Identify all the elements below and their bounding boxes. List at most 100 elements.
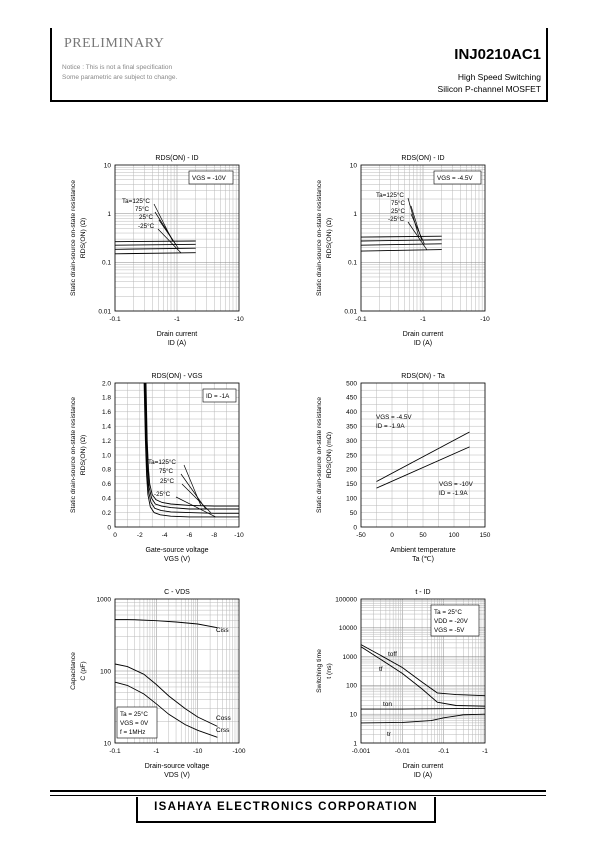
leader-line bbox=[158, 219, 179, 249]
condition-text: Ta = 25°C bbox=[434, 608, 462, 616]
x-tick-label: 100 bbox=[449, 532, 460, 539]
chart-rds-vgs: RDS(ON) - VGS 0 -2 -4 -6 -8 -10 0 0.2 0.4 0.6 0.8 1.… bbox=[70, 373, 244, 563]
series-line-1 bbox=[114, 243, 196, 246]
y-tick-label: 10 bbox=[104, 740, 112, 747]
y-tick-label: 100 bbox=[100, 668, 111, 675]
y-tick-label: 10 bbox=[350, 162, 358, 169]
status-label: PRELIMINARY bbox=[64, 36, 165, 51]
y-tick-label: 1.0 bbox=[102, 452, 111, 459]
y-tick-label: 1 bbox=[353, 211, 357, 218]
temperature-label: -25°C bbox=[138, 222, 155, 230]
series-line-1 bbox=[144, 382, 239, 510]
x-tick-label: -10 bbox=[480, 316, 490, 323]
x-axis-unit: VGS (V) bbox=[164, 556, 190, 563]
series-line-2 bbox=[144, 382, 239, 514]
temperature-label: -25°C bbox=[154, 490, 171, 498]
condition-box bbox=[430, 604, 480, 637]
x-tick-label: -50 bbox=[356, 532, 366, 539]
series-label: tf bbox=[379, 666, 383, 673]
temperature-label: Ta=125°C bbox=[148, 458, 176, 466]
x-axis-unit: Ta (℃) bbox=[412, 556, 434, 563]
x-tick-label: 0 bbox=[390, 532, 394, 539]
series-line-2 bbox=[360, 243, 442, 246]
x-tick-label: -1 bbox=[153, 748, 159, 755]
y-tick-label: 0.1 bbox=[348, 260, 357, 267]
y-axis-label: Capacitance bbox=[70, 652, 77, 690]
leader-line bbox=[181, 483, 211, 513]
temperature-label: Ta=125°C bbox=[376, 191, 404, 199]
y-tick-label: 1 bbox=[353, 740, 357, 747]
series-label: ton bbox=[383, 701, 392, 708]
y-axis-label: Static drain-source on-state resistance bbox=[316, 180, 323, 296]
series-line-0 bbox=[376, 431, 470, 482]
chart-title: RDS(ON) - ID bbox=[401, 155, 444, 162]
x-tick-label: -0.1 bbox=[355, 316, 367, 323]
leader-line bbox=[183, 464, 202, 506]
condition-text: VGS = 0V bbox=[120, 720, 149, 727]
series-line-0 bbox=[360, 235, 442, 238]
chart-title: RDS(ON) - VGS bbox=[152, 373, 203, 380]
device-type: High Speed Switching bbox=[457, 72, 541, 82]
y-tick-label: 1.2 bbox=[102, 438, 111, 445]
x-axis-label: Ambient temperature bbox=[390, 547, 455, 554]
y-axis-unit: t (ns) bbox=[326, 663, 333, 678]
notice-line-2: Some parametric are subject to change. bbox=[62, 74, 178, 81]
y-tick-label: 100000 bbox=[335, 596, 357, 603]
y-axis-unit: C (pF) bbox=[80, 661, 87, 680]
annotation-text: VGS = -10V bbox=[439, 481, 474, 488]
condition-box bbox=[188, 170, 234, 185]
x-axis-unit: VDS (V) bbox=[164, 772, 190, 779]
x-axis-unit: ID (A) bbox=[168, 340, 186, 347]
plot-frame bbox=[360, 382, 486, 528]
series-line-2 bbox=[114, 247, 196, 250]
x-tick-label: -10 bbox=[234, 532, 244, 539]
y-tick-label: 1.8 bbox=[102, 395, 111, 402]
temperature-label: 75°C bbox=[391, 199, 406, 207]
y-axis-unit: RDS(ON) (mΩ) bbox=[326, 432, 333, 478]
chart-capacitance-vds: C - VDS -0.1 -1 -10 -100 10 100 1000 Drain-sourc… bbox=[70, 589, 246, 779]
series-label: tr bbox=[387, 731, 392, 738]
temperature-label: 25°C bbox=[391, 207, 406, 215]
y-tick-label: 1000 bbox=[343, 654, 358, 661]
part-number: INJ0210AC1 bbox=[454, 46, 541, 63]
series-label: Ciss bbox=[216, 627, 229, 634]
y-tick-label: 350 bbox=[346, 424, 357, 431]
series-line-0 bbox=[360, 644, 486, 697]
y-tick-label: 10 bbox=[104, 162, 112, 169]
series-label: Crss bbox=[216, 727, 230, 734]
series-line-3 bbox=[114, 252, 196, 255]
y-tick-label: 250 bbox=[346, 452, 357, 459]
plot-frame bbox=[360, 164, 486, 312]
leader-line bbox=[157, 228, 182, 253]
x-tick-label: 150 bbox=[480, 532, 491, 539]
x-tick-label: -0.001 bbox=[352, 748, 371, 755]
y-tick-label: 400 bbox=[346, 409, 357, 416]
condition-text: VDD = -20V bbox=[434, 618, 469, 625]
x-tick-label: -0.1 bbox=[109, 316, 121, 323]
y-tick-label: 10000 bbox=[339, 625, 357, 632]
plot-frame bbox=[360, 598, 486, 744]
annotation-text: ID = -1.9A bbox=[439, 490, 468, 497]
x-tick-label: 0 bbox=[113, 532, 117, 539]
y-tick-label: 10 bbox=[350, 712, 358, 719]
x-tick-label: -0.01 bbox=[395, 748, 410, 755]
footer-rule-thick bbox=[50, 790, 546, 792]
annotation-text: ID = -1.9A bbox=[376, 423, 405, 430]
x-tick-label: -1 bbox=[174, 316, 180, 323]
y-axis-unit: RDS(ON) (Ω) bbox=[326, 218, 333, 259]
y-tick-label: 100 bbox=[346, 496, 357, 503]
y-tick-label: 500 bbox=[346, 380, 357, 387]
series-line-3 bbox=[143, 382, 239, 518]
x-tick-label: -1 bbox=[420, 316, 426, 323]
chart-switching-time-id: t - ID -0.001 -0.01 -0.1 -1 1 10 100 1000 10000 10… bbox=[316, 589, 488, 779]
y-axis-unit: RDS(ON) (Ω) bbox=[80, 218, 87, 259]
condition-text: VGS = -5V bbox=[434, 627, 465, 634]
x-tick-label: -6 bbox=[187, 532, 193, 539]
x-tick-label: -100 bbox=[232, 748, 245, 755]
y-axis-label: Switching time bbox=[316, 649, 323, 693]
series-label: Coss bbox=[216, 715, 232, 722]
header-frame bbox=[50, 28, 548, 102]
condition-box bbox=[202, 388, 237, 403]
y-tick-label: 0.8 bbox=[102, 467, 111, 474]
x-tick-label: -2 bbox=[137, 532, 143, 539]
